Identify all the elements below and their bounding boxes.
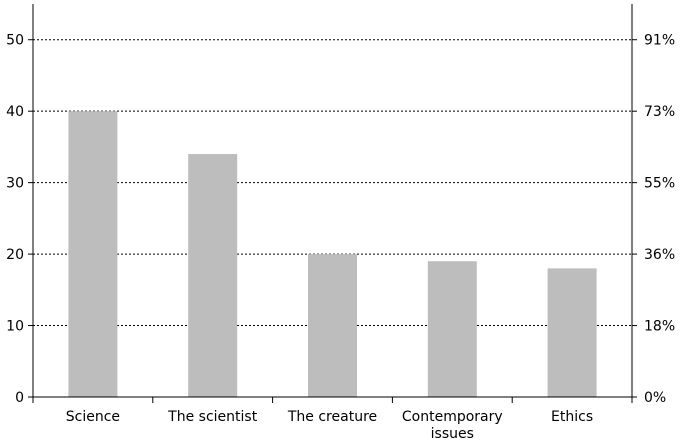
right-y-tick-label: 36% <box>644 247 675 263</box>
right-y-tick-label: 55% <box>644 176 675 192</box>
bar-science <box>68 111 118 397</box>
right-y-tick-label: 91% <box>644 33 675 49</box>
right-y-tick-label: 73% <box>644 104 675 120</box>
tick-labels: 0 0% 10 18% 20 36% 30 55% 40 73% 50 91% Science The s… <box>6 33 675 442</box>
bar-the-scientist <box>188 154 238 397</box>
left-y-tick-label: 20 <box>6 247 24 263</box>
left-y-tick-label: 50 <box>6 33 24 49</box>
left-y-tick-label: 10 <box>6 319 24 335</box>
x-tick-label: Contemporary issues <box>402 409 503 442</box>
left-y-tick-label: 0 <box>15 390 24 406</box>
right-y-tick-label: 0% <box>644 390 666 406</box>
bar-the-creature <box>308 254 357 397</box>
bar-contemporary-issues <box>427 261 477 397</box>
x-tick-label: The creature <box>287 409 377 425</box>
ticks <box>28 39 637 403</box>
left-y-tick-label: 40 <box>6 104 24 120</box>
axes <box>32 4 633 398</box>
left-y-tick-label: 30 <box>6 176 24 192</box>
bar-ethics <box>547 268 597 397</box>
x-tick-label: The scientist <box>167 409 258 425</box>
bars <box>68 111 597 397</box>
x-tick-label: Ethics <box>551 409 593 425</box>
right-y-tick-label: 18% <box>644 319 675 335</box>
x-tick-label: Science <box>66 409 120 425</box>
